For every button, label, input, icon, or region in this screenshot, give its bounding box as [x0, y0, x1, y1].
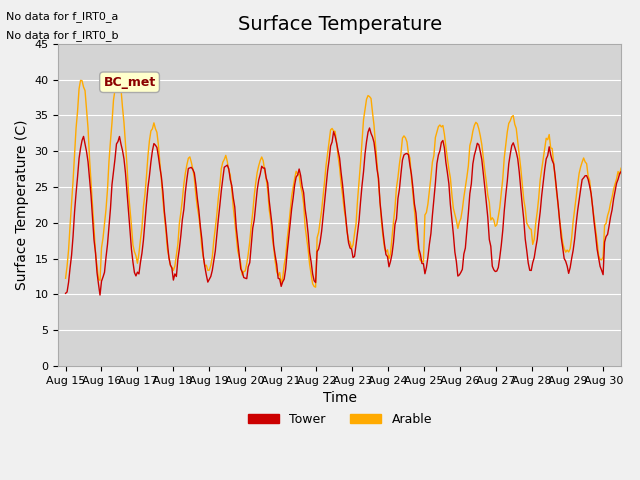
Text: No data for f_IRT0_a: No data for f_IRT0_a: [6, 11, 119, 22]
Legend: Tower, Arable: Tower, Arable: [243, 408, 437, 431]
Y-axis label: Surface Temperature (C): Surface Temperature (C): [15, 120, 29, 290]
Title: Surface Temperature: Surface Temperature: [237, 15, 442, 34]
X-axis label: Time: Time: [323, 391, 356, 405]
Text: BC_met: BC_met: [104, 76, 156, 89]
Text: No data for f_IRT0_b: No data for f_IRT0_b: [6, 30, 119, 41]
